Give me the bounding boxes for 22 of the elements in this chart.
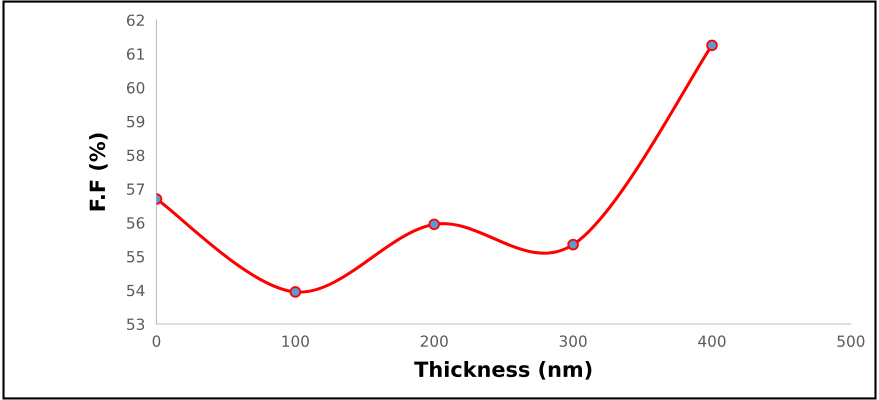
y-tick-label: 58	[127, 150, 144, 162]
x-tick-label: 300	[560, 335, 587, 347]
point	[290, 286, 302, 298]
x-tick-label: 0	[152, 335, 160, 347]
y-tick-label: 60	[126, 82, 144, 94]
point	[428, 218, 440, 230]
y-tick-label: 54	[127, 284, 144, 296]
y-tick-label: 55	[127, 251, 144, 262]
point	[706, 40, 718, 52]
y-tick-label: 59	[127, 116, 144, 128]
y-tick-label: 61	[126, 48, 144, 60]
y-tick-label: 53	[127, 318, 144, 330]
y-tick-label: 56	[127, 217, 144, 229]
x-tick-label: 500	[837, 335, 864, 347]
x-tick-label: 200	[420, 335, 448, 347]
x-axis-title: Thickness (nm)	[414, 361, 592, 380]
x-tick-label: 100	[282, 335, 309, 347]
y-tick-label: 57	[127, 184, 144, 195]
point	[567, 238, 579, 250]
y-axis-title: F.F (%)	[89, 134, 108, 210]
y-tick-label: 62	[126, 14, 144, 26]
x-tick-label: 400	[698, 335, 726, 347]
